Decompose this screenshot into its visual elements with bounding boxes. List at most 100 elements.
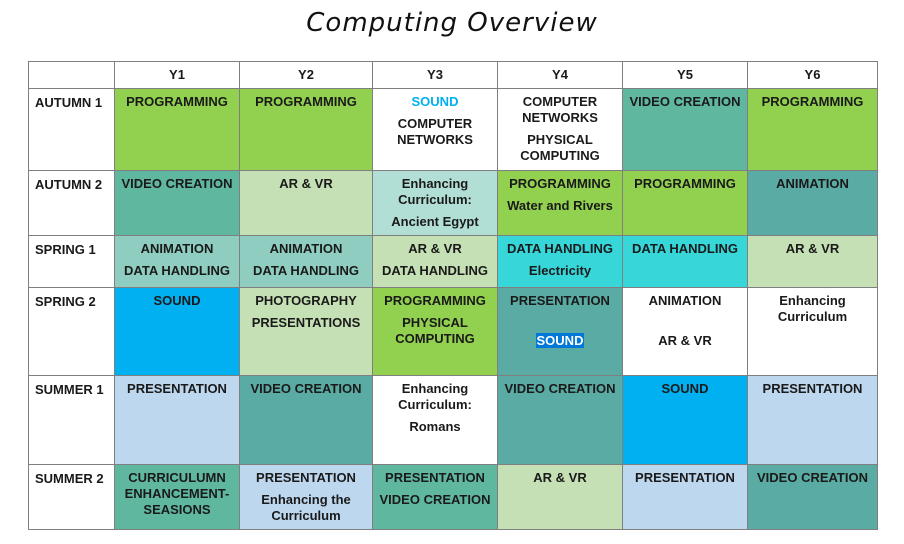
cell-text: PROGRAMMING [761, 94, 864, 109]
row-autumn-2: AUTUMN 2 VIDEO CREATION AR & VR Enhancin… [28, 170, 878, 236]
year-header-y6: Y6 [747, 61, 878, 89]
cell-text: ANIMATION [269, 241, 343, 256]
year-header-y4: Y4 [497, 61, 623, 89]
year-header-y2: Y2 [239, 61, 373, 89]
cell-text: Enhancing Curriculum: [398, 381, 472, 412]
corner-cell [28, 61, 115, 89]
highlighted-text: SOUND [535, 333, 585, 348]
cell-text: DATA HANDLING [253, 263, 359, 278]
cell-a2-y2: AR & VR [239, 170, 373, 236]
cell-a1-y3: SOUND COMPUTER NETWORKS [372, 88, 498, 171]
cell-s2-y1: SOUND [114, 287, 240, 376]
cell-text: COMPUTER NETWORKS [522, 94, 598, 125]
cell-text: COMPUTER NETWORKS [397, 116, 473, 147]
cell-s1-y5: DATA HANDLING [622, 235, 748, 288]
cell-text: PROGRAMMING [255, 94, 357, 109]
cell-a2-y3: Enhancing Curriculum: Ancient Egypt [372, 170, 498, 236]
cell-a1-y5: VIDEO CREATION [622, 88, 748, 171]
cell-text: Electricity [528, 263, 592, 278]
cell-u1-y6: PRESENTATION [747, 375, 878, 465]
header-row: Y1 Y2 Y3 Y4 Y5 Y6 [28, 61, 878, 89]
cell-text: VIDEO CREATION [250, 381, 362, 396]
cell-a1-y4: COMPUTER NETWORKS PHYSICAL COMPUTING [497, 88, 623, 171]
row-summer-2: SUMMER 2 CURRICULUMN ENHANCEMENT- SEASIO… [28, 464, 878, 530]
cell-u2-y4: AR & VR [497, 464, 623, 530]
row-summer-1: SUMMER 1 PRESENTATION VIDEO CREATION Enh… [28, 375, 878, 465]
term-spring-1: SPRING 1 [28, 235, 115, 288]
cell-a2-y1: VIDEO CREATION [114, 170, 240, 236]
cell-text: SOUND [153, 293, 201, 308]
cell-s1-y2: ANIMATION DATA HANDLING [239, 235, 373, 288]
cell-text: SOUND [661, 381, 709, 396]
cell-text: PROGRAMMING [384, 293, 486, 308]
cell-s1-y3: AR & VR DATA HANDLING [372, 235, 498, 288]
cell-text: VIDEO CREATION [121, 176, 233, 191]
cell-s2-y5: ANIMATION AR & VR [622, 287, 748, 376]
term-autumn-1: AUTUMN 1 [28, 88, 115, 171]
cell-text: DATA HANDLING [382, 263, 488, 278]
cell-u1-y3: Enhancing Curriculum: Romans [372, 375, 498, 465]
cell-text: AR & VR [533, 470, 587, 485]
cell-text: VIDEO CREATION [629, 94, 741, 109]
cell-u2-y2: PRESENTATION Enhancing the Curriculum [239, 464, 373, 530]
year-header-y3: Y3 [372, 61, 498, 89]
cell-u1-y1: PRESENTATION [114, 375, 240, 465]
cell-text: CURRICULUMN ENHANCEMENT- SEASIONS [124, 470, 230, 517]
cell-text: AR & VR [408, 241, 462, 256]
cell-s1-y1: ANIMATION DATA HANDLING [114, 235, 240, 288]
term-summer-1: SUMMER 1 [28, 375, 115, 465]
cell-text: Ancient Egypt [391, 214, 479, 229]
cell-text: PROGRAMMING [126, 94, 228, 109]
cell-text: PHYSICAL COMPUTING [520, 132, 600, 163]
cell-text: PRESENTATION [510, 293, 610, 308]
cell-u1-y2: VIDEO CREATION [239, 375, 373, 465]
cell-a1-y6: PROGRAMMING [747, 88, 878, 171]
cell-text: DATA HANDLING [124, 263, 230, 278]
cell-text: PHOTOGRAPHY [255, 293, 357, 308]
cell-u2-y3: PRESENTATION VIDEO CREATION [372, 464, 498, 530]
row-spring-1: SPRING 1 ANIMATION DATA HANDLING ANIMATIO… [28, 235, 878, 288]
cell-a1-y2: PROGRAMMING [239, 88, 373, 171]
term-summer-2: SUMMER 2 [28, 464, 115, 530]
overview-table: Y1 Y2 Y3 Y4 Y5 Y6 AUTUMN 1 PROGRAMMING P… [28, 61, 878, 530]
row-spring-2: SPRING 2 SOUND PHOTOGRAPHY PRESENTATIONS … [28, 287, 878, 376]
cell-text: VIDEO CREATION [757, 470, 868, 485]
cell-text: PRESENTATIONS [251, 315, 361, 330]
cell-a1-y1: PROGRAMMING [114, 88, 240, 171]
year-header-y5: Y5 [622, 61, 748, 89]
cell-text: PHYSICAL COMPUTING [395, 315, 475, 346]
cell-text: Romans [409, 419, 461, 434]
cell-text: ANIMATION [648, 293, 722, 308]
cell-text: PRESENTATION [256, 470, 356, 485]
year-header-y1: Y1 [114, 61, 240, 89]
cell-text: ANIMATION [140, 241, 214, 256]
cell-text: PRESENTATION [385, 470, 485, 485]
term-autumn-2: AUTUMN 2 [28, 170, 115, 236]
cell-text: Water and Rivers [507, 198, 613, 213]
cell-u1-y4: VIDEO CREATION [497, 375, 623, 465]
cell-text: VIDEO CREATION [504, 381, 616, 396]
cell-u2-y5: PRESENTATION [622, 464, 748, 530]
cell-text: DATA HANDLING [507, 241, 613, 256]
cell-s2-y4: PRESENTATION SOUND [497, 287, 623, 376]
cell-u1-y5: SOUND [622, 375, 748, 465]
cell-u2-y1: CURRICULUMN ENHANCEMENT- SEASIONS [114, 464, 240, 530]
cell-s2-y3: PROGRAMMING PHYSICAL COMPUTING [372, 287, 498, 376]
cell-a2-y5: PROGRAMMING [622, 170, 748, 236]
cell-text: Enhancing Curriculum [777, 293, 848, 324]
term-spring-2: SPRING 2 [28, 287, 115, 376]
cell-u2-y6: VIDEO CREATION [747, 464, 878, 530]
cell-text: PRESENTATION [127, 381, 227, 396]
cell-text: VIDEO CREATION [379, 492, 491, 507]
cell-text: PRESENTATION [762, 381, 863, 396]
cell-s2-y6: Enhancing Curriculum [747, 287, 878, 376]
cell-a2-y6: ANIMATION [747, 170, 878, 236]
cell-text: Enhancing the Curriculum [261, 492, 351, 523]
cell-text: PROGRAMMING [509, 176, 611, 191]
cell-text: ANIMATION [776, 176, 849, 191]
cell-text: PROGRAMMING [634, 176, 736, 191]
cell-a2-y4: PROGRAMMING Water and Rivers [497, 170, 623, 236]
cell-s2-y2: PHOTOGRAPHY PRESENTATIONS [239, 287, 373, 376]
cell-text: PRESENTATION [635, 470, 735, 485]
cell-text: DATA HANDLING [632, 241, 738, 256]
